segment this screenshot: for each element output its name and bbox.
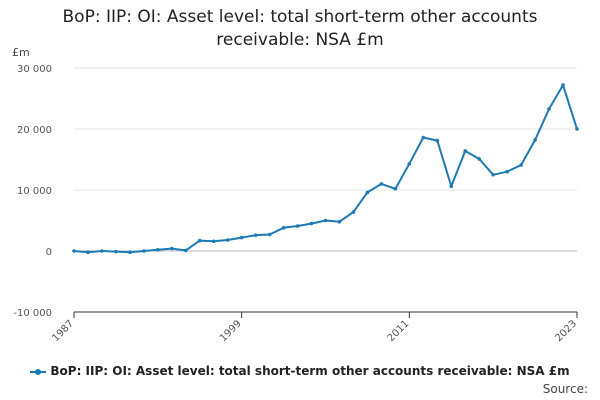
- data-point: [379, 182, 384, 186]
- data-point: [477, 157, 481, 161]
- data-point: [156, 247, 160, 252]
- x-tick-label: 2023: [553, 318, 579, 344]
- data-point: [519, 163, 523, 167]
- data-point: [114, 249, 118, 254]
- data-point: [547, 107, 551, 111]
- data-point: [170, 246, 174, 251]
- legend-label: BoP: IIP: OI: Asset level: total short-t…: [50, 364, 570, 378]
- source-label: Source:: [542, 382, 588, 396]
- data-point: [281, 226, 286, 230]
- data-point: [435, 138, 440, 143]
- data-point: [183, 248, 188, 253]
- data-point: [533, 138, 537, 142]
- data-point: [197, 238, 202, 243]
- data-point: [337, 219, 342, 224]
- y-axis-unit-label: £m: [12, 46, 30, 59]
- data-point: [393, 186, 398, 191]
- data-point: [72, 249, 76, 253]
- chart-title: BoP: IIP: OI: Asset level: total short-t…: [0, 6, 600, 52]
- data-point: [211, 239, 216, 244]
- data-point: [561, 83, 565, 87]
- data-point: [351, 210, 356, 214]
- data-point: [253, 233, 258, 237]
- data-point: [225, 238, 230, 242]
- chart-title-line-1: BoP: IIP: OI: Asset level: total short-t…: [62, 7, 538, 27]
- chart-title-line-2: receivable: NSA £m: [216, 30, 384, 50]
- y-tick-label: 30 000: [17, 64, 52, 75]
- x-tick-label: 1987: [50, 318, 76, 344]
- data-point: [365, 190, 370, 195]
- data-point: [128, 250, 132, 255]
- y-tick-label: 10 000: [17, 186, 52, 197]
- series-line: [73, 84, 578, 254]
- y-tick-label: 0: [46, 247, 52, 258]
- data-point: [239, 235, 244, 240]
- data-point: [575, 127, 579, 131]
- data-point: [267, 232, 272, 237]
- legend[interactable]: BoP: IIP: OI: Asset level: total short-t…: [0, 364, 600, 378]
- data-point: [421, 135, 426, 140]
- data-point: [100, 249, 104, 253]
- data-point: [449, 184, 454, 189]
- data-point: [505, 169, 509, 174]
- y-tick-label: 20 000: [17, 125, 52, 136]
- data-point: [491, 172, 495, 177]
- data-point: [323, 218, 328, 223]
- data-point: [295, 224, 300, 228]
- data-point: [407, 161, 412, 166]
- data-point: [463, 149, 468, 153]
- y-tick-label: -10 000: [13, 308, 52, 319]
- data-point: [86, 250, 90, 255]
- x-tick-label: 2011: [386, 318, 412, 344]
- data-point: [309, 221, 314, 226]
- x-tick-label: 1999: [218, 318, 244, 344]
- legend-line-marker-icon: [30, 368, 47, 375]
- data-point: [142, 249, 146, 253]
